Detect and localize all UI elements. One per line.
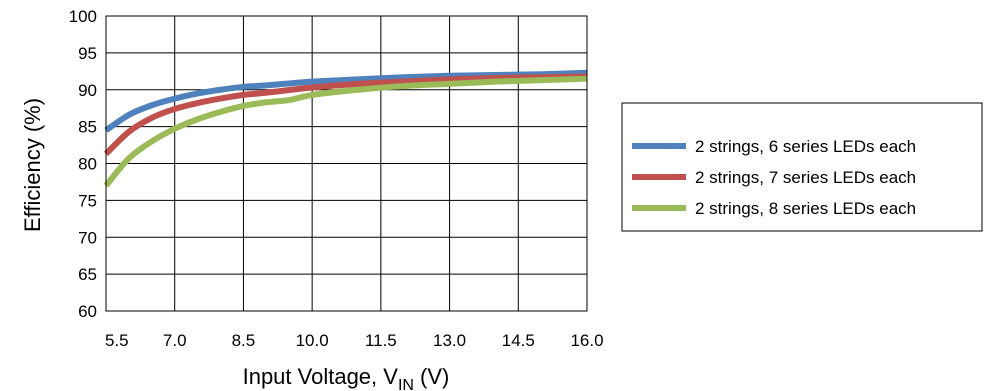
legend-label-3: 2 strings, 8 series LEDs each	[695, 199, 916, 218]
series-lines	[103, 69, 588, 188]
x-tick-label: 11.5	[365, 331, 397, 350]
x-tick-label: 13.0	[433, 331, 466, 350]
x-axis-title-subscript: IN	[398, 377, 414, 391]
legend-label-1: 2 strings, 6 series LEDs each	[695, 137, 916, 156]
y-tick-label: 65	[78, 265, 97, 284]
x-tick-label: 16.0	[570, 331, 603, 350]
x-axis-title: Input Voltage, VIN (V)	[243, 364, 450, 391]
y-tick-label: 95	[78, 44, 97, 63]
y-tick-label: 60	[78, 302, 97, 321]
x-tick-label: 8.5	[232, 331, 256, 350]
y-tick-label: 80	[78, 155, 97, 174]
series-line-2	[103, 73, 588, 157]
legend: 2 strings, 6 series LEDs each 2 strings, …	[621, 102, 983, 232]
series-line-3	[103, 75, 588, 188]
y-tick-label: 85	[78, 118, 97, 137]
x-tick-label: 7.0	[163, 331, 187, 350]
y-tick-label: 75	[78, 191, 97, 210]
y-tick-labels: 60 65 70 75 80 85 90 95 100	[69, 7, 97, 321]
plot-frame	[105, 15, 588, 312]
series-line-1	[104, 69, 588, 133]
grid	[105, 15, 588, 312]
y-tick-label: 100	[69, 7, 97, 26]
y-tick-label: 90	[78, 81, 97, 100]
y-axis-title: Efficiency (%)	[20, 98, 45, 232]
x-tick-label: 5.5	[105, 331, 129, 350]
y-tick-label: 70	[78, 228, 97, 247]
x-tick-labels: 5.5 7.0 8.5 10.0 11.5 13.0 14.5 16.0	[105, 331, 604, 350]
x-axis-title-main: Input Voltage, V	[243, 364, 399, 389]
x-tick-label: 14.5	[502, 331, 535, 350]
x-axis-title-suffix: (V)	[414, 364, 449, 389]
legend-label-2: 2 strings, 7 series LEDs each	[695, 168, 916, 187]
legend-box	[621, 102, 983, 232]
x-tick-label: 10.0	[296, 331, 329, 350]
